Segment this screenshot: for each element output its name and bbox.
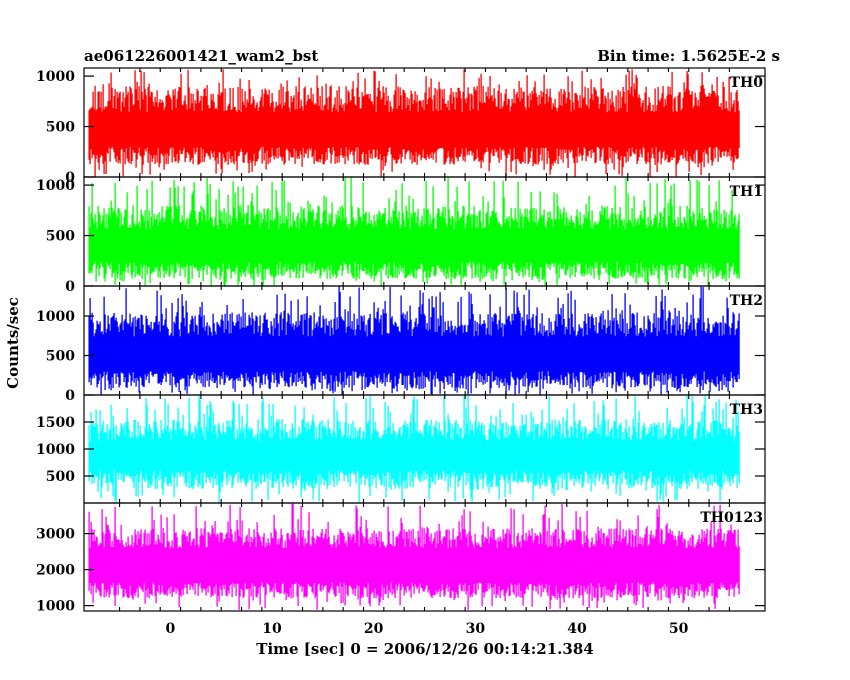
panel-th0: 0 500 1000 TH0 (36, 67, 766, 186)
series-th3 (88, 395, 740, 503)
panel-label: TH0123 (700, 510, 763, 526)
y-tick-label: 1000 (36, 178, 75, 194)
series-th0123 (88, 503, 740, 610)
x-tick-label: 50 (669, 621, 689, 637)
y-tick-label: 500 (46, 120, 75, 136)
bin-time-label: Bin time: 1.5625E-2 s (597, 47, 780, 65)
panel-th0123: 1000 2000 3000 TH0123 (36, 502, 766, 615)
x-axis-label: Time [sec] 0 = 2006/12/26 00:14:21.384 (256, 640, 593, 658)
y-axis-label: Counts/sec (4, 297, 22, 389)
y-tick-label: 1500 (36, 415, 75, 431)
series-th0 (88, 69, 740, 177)
panel-label: TH0 (730, 75, 764, 91)
y-tick-label: 3000 (36, 527, 75, 543)
panel-label: TH3 (730, 402, 763, 418)
y-tick-label: 1000 (36, 309, 75, 325)
y-tick-label: 500 (46, 229, 75, 245)
panel-label: TH2 (730, 293, 763, 309)
x-tick-label: 10 (262, 621, 282, 637)
panel-th2: 0 500 1000 TH2 (36, 285, 766, 404)
series-th2 (88, 286, 740, 395)
series-th1 (88, 177, 740, 286)
y-tick-label: 500 (46, 469, 75, 485)
y-tick-label: 1000 (36, 442, 75, 458)
panel-th3: 500 1000 1500 TH3 (36, 394, 766, 504)
x-tick-label: 0 (166, 621, 176, 637)
y-tick-label: 0 (65, 388, 75, 404)
y-tick-label: 500 (46, 349, 75, 365)
x-tick-label: 20 (364, 621, 384, 637)
y-tick-label: 0 (65, 279, 75, 295)
chart-title: ae061226001421_wam2_bst (84, 47, 318, 65)
panel-label: TH1 (730, 184, 763, 200)
panel-th1: 0 500 1000 TH1 (36, 176, 766, 295)
y-tick-label: 0 (65, 170, 75, 186)
x-tick-label: 30 (466, 621, 486, 637)
y-tick-label: 1000 (36, 599, 75, 615)
y-tick-label: 2000 (36, 563, 75, 579)
x-tick-label: 40 (567, 621, 587, 637)
y-tick-label: 1000 (36, 69, 75, 85)
